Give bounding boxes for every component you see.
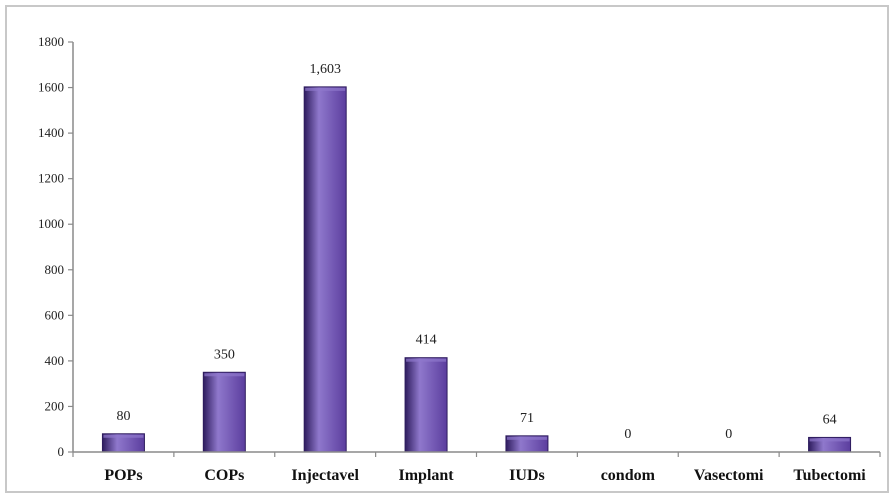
x-tick-label: Injectavel xyxy=(291,467,359,484)
data-label: 0 xyxy=(725,427,732,442)
y-tick-label: 1600 xyxy=(38,80,64,95)
bar-cap xyxy=(809,438,850,442)
x-axis: POPs COPs Injectavel Implant IUDs condom Vasec… xyxy=(72,451,881,484)
data-label: 350 xyxy=(214,347,235,362)
bar-cap xyxy=(406,358,447,362)
x-tick-label: COPs xyxy=(204,467,244,484)
bars: 80 350 1,603 414 71 0 0 64 xyxy=(101,62,852,453)
bar-cap xyxy=(103,434,144,438)
y-tick-label: 600 xyxy=(45,307,65,322)
bar-cap xyxy=(204,373,245,377)
data-label: 71 xyxy=(520,411,534,426)
y-tick-label: 400 xyxy=(45,353,65,368)
data-label: 1,603 xyxy=(309,62,341,77)
data-label: 64 xyxy=(823,412,837,427)
bar xyxy=(303,86,347,453)
bar xyxy=(404,357,448,453)
y-axis: 0 200 400 600 800 1000 1200 1400 1600 1800 xyxy=(38,34,74,459)
y-tick-label: 0 xyxy=(58,444,65,459)
x-tick-label: Vasectomi xyxy=(694,467,764,484)
bar-cap xyxy=(506,436,547,440)
y-tick-label: 1200 xyxy=(38,171,64,186)
y-tick-label: 1800 xyxy=(38,34,64,49)
x-tick-label: condom xyxy=(601,467,656,484)
data-label: 80 xyxy=(116,409,130,424)
data-label: 414 xyxy=(416,333,437,348)
bar xyxy=(202,371,246,453)
x-tick-label: Tubectomi xyxy=(793,467,866,484)
x-tick-label: POPs xyxy=(104,467,142,484)
y-tick-label: 800 xyxy=(45,262,65,277)
bar-cap xyxy=(305,87,346,91)
y-tick-label: 1000 xyxy=(38,216,64,231)
x-tick-label: IUDs xyxy=(509,467,545,484)
data-label: 0 xyxy=(624,427,631,442)
y-tick-label: 1400 xyxy=(38,125,64,140)
x-tick-label: Implant xyxy=(399,467,455,484)
y-tick-label: 200 xyxy=(45,398,65,413)
